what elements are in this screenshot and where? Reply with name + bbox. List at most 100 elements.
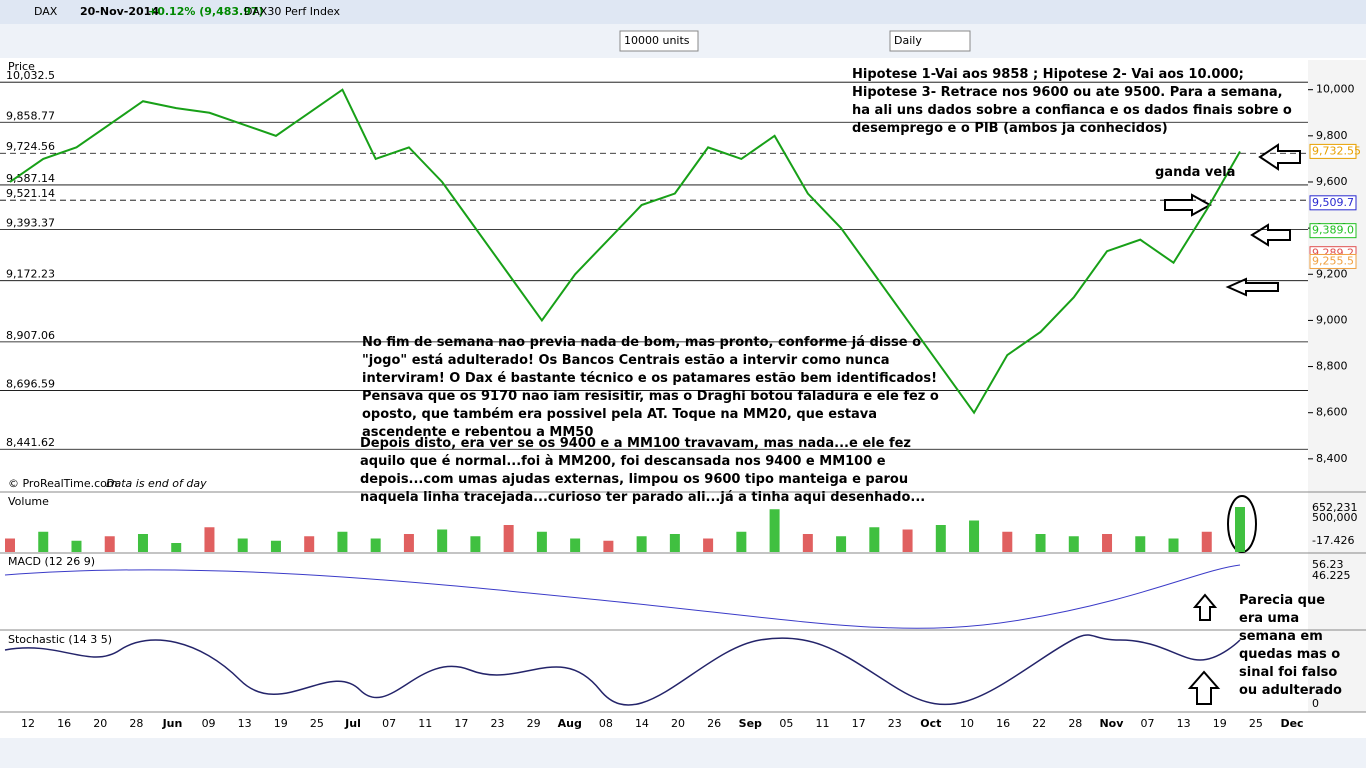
arrow <box>1187 670 1221 705</box>
credit: © ProRealTime.com <box>8 477 118 490</box>
price-marker-label: 9,732.55 <box>1312 144 1361 157</box>
period: Daily <box>894 34 922 47</box>
stoch-tick: 0 <box>1312 697 1319 710</box>
y-tick-label: 10,000 <box>1316 83 1355 96</box>
date-label: 08 <box>599 717 613 730</box>
arrow <box>1192 593 1218 621</box>
volume-bar <box>902 529 913 552</box>
volume-bar <box>403 534 414 552</box>
y-tick-label: 9,200 <box>1316 267 1348 280</box>
level-label: 8,907.06 <box>6 329 55 342</box>
date-label: Dec <box>1280 717 1303 730</box>
credit-note: Data is end of day <box>106 477 207 490</box>
date-label: 16 <box>996 717 1010 730</box>
date-label: 28 <box>129 717 143 730</box>
volume-bar <box>204 527 215 552</box>
arrow <box>1258 143 1301 171</box>
volume-bar <box>104 536 115 552</box>
date-label: Nov <box>1099 717 1124 730</box>
level-label: 9,521.14 <box>6 187 55 200</box>
volume-bar <box>1002 531 1013 552</box>
y-tick-label: 8,400 <box>1316 452 1348 465</box>
date-label: 29 <box>527 717 541 730</box>
date-label: 05 <box>779 717 793 730</box>
y-tick-label: 9,600 <box>1316 175 1348 188</box>
volume-bar <box>1102 534 1113 552</box>
volume-bar <box>869 527 880 552</box>
date-label: 17 <box>852 717 866 730</box>
volume-bar <box>503 525 514 552</box>
date-label: 25 <box>310 717 324 730</box>
symbol: DAX <box>34 5 58 18</box>
period-select[interactable] <box>889 30 971 52</box>
price-marker-label: 9,389.0 <box>1312 224 1354 237</box>
volume-bar <box>536 531 547 552</box>
volume-bar <box>1235 507 1245 552</box>
vol-tick: 652,231 <box>1312 501 1358 514</box>
volume-bar <box>769 509 780 552</box>
title-bar <box>0 0 1366 24</box>
units-select[interactable] <box>619 30 699 52</box>
date-label: 12 <box>21 717 35 730</box>
volume-bar <box>570 538 581 552</box>
level-label: 8,441.62 <box>6 436 55 449</box>
change: +0.12% (9,483.97) <box>148 5 264 18</box>
date-label: 14 <box>635 717 649 730</box>
level-label: 9,724.56 <box>6 140 55 153</box>
macd-tick: 56.23 <box>1312 558 1344 571</box>
volume-bar <box>1035 534 1046 552</box>
date-label: 07 <box>382 717 396 730</box>
right-axis <box>1308 60 1366 712</box>
volume-bar <box>270 540 281 552</box>
price-marker <box>1309 253 1357 269</box>
stoch-label: Stochastic (14 3 5) <box>8 633 112 646</box>
price-line <box>9 88 1241 415</box>
y-tick-label: 9,000 <box>1316 313 1348 326</box>
date-label: 17 <box>454 717 468 730</box>
date-label: 23 <box>888 717 902 730</box>
level-label: 8,696.59 <box>6 377 55 390</box>
stoch-line <box>4 634 1241 706</box>
price-marker-label: 9,255.5 <box>1312 254 1354 267</box>
date-label: Sep <box>739 717 762 730</box>
price-marker-label: 9,509.7 <box>1312 196 1354 209</box>
date-label: 19 <box>1213 717 1227 730</box>
volume-bar <box>470 536 481 552</box>
volume-bar <box>38 531 49 552</box>
level-label: 10,032.5 <box>6 69 55 82</box>
date-label: 25 <box>1249 717 1263 730</box>
y-tick-label: 8,600 <box>1316 406 1348 419</box>
volume-bar <box>636 536 647 552</box>
date-label: Aug <box>558 717 582 730</box>
date-label: 07 <box>1141 717 1155 730</box>
volume-bar <box>603 540 614 552</box>
annotation: Depois disto, era ver se os 9400 e a MM1… <box>360 436 926 505</box>
level-label: 9,172.23 <box>6 268 55 281</box>
date-label: 22 <box>1032 717 1046 730</box>
volume-label: Volume <box>8 495 49 508</box>
annotation: Hipotese 1-Vai aos 9858 ; Hipotese 2- Va… <box>852 67 1292 136</box>
arrow <box>1250 223 1291 247</box>
date-label: Jun <box>162 717 183 730</box>
volume-bar <box>437 529 448 552</box>
volume-bar <box>969 520 980 552</box>
price-marker <box>1309 223 1357 239</box>
vol-tick: -17.426 <box>1312 534 1354 547</box>
date-label: 10 <box>960 717 974 730</box>
date-label: 23 <box>490 717 504 730</box>
date-label: 09 <box>202 717 216 730</box>
volume-bar <box>836 536 847 552</box>
volume-bar <box>370 538 381 552</box>
volume-bar <box>802 534 813 552</box>
volume-bar <box>304 536 315 552</box>
date-label: 26 <box>707 717 721 730</box>
level-label: 9,858.77 <box>6 109 55 122</box>
volume-bar <box>237 538 248 552</box>
annotation: ganda vela <box>1155 165 1236 180</box>
price-marker <box>1309 143 1357 159</box>
volume-bar <box>71 540 82 552</box>
date-label: 19 <box>274 717 288 730</box>
volume-bar <box>1135 536 1146 552</box>
volume-bar <box>736 531 747 552</box>
